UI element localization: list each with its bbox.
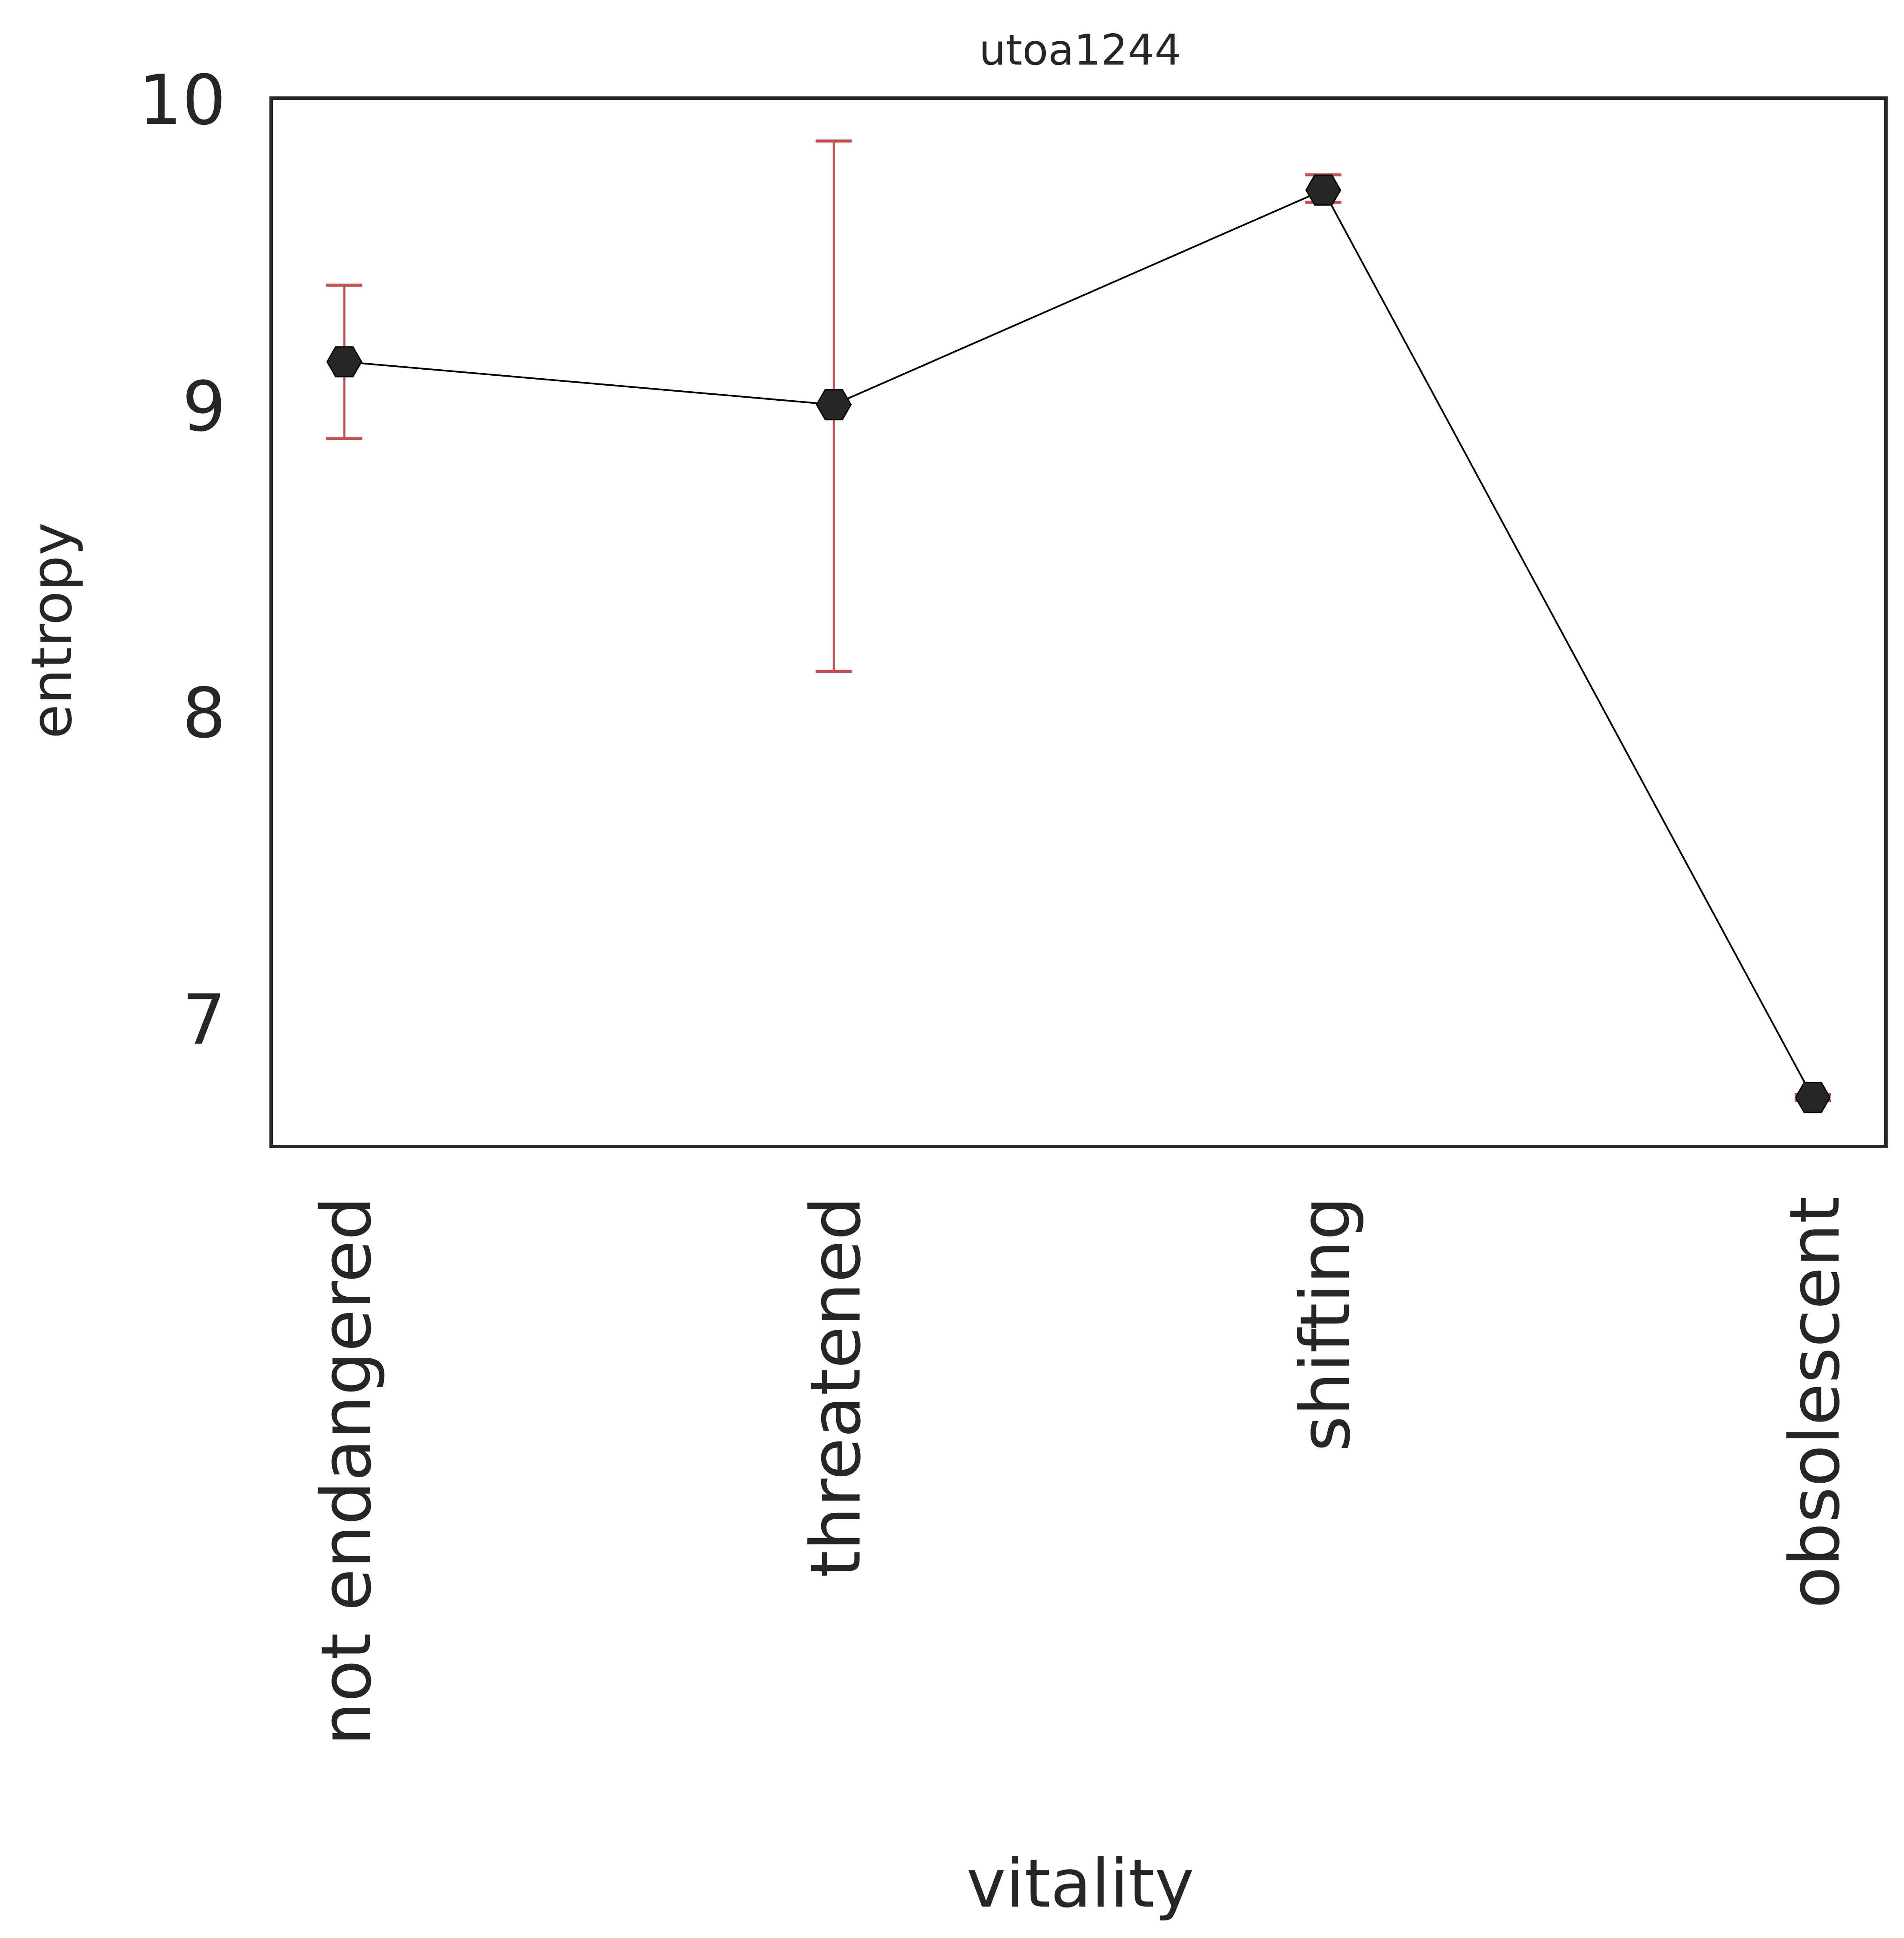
- y-tick-label: 10: [138, 60, 226, 140]
- y-tick-label: 7: [182, 980, 226, 1060]
- data-point: [1795, 1082, 1831, 1113]
- x-tick-label: not endangered: [306, 1196, 386, 1746]
- x-tick-label: shifting: [1285, 1196, 1366, 1452]
- x-axis-label: vitality: [966, 1845, 1194, 1923]
- chart-title: utoa1244: [979, 26, 1181, 75]
- plot-area: [326, 139, 1831, 1113]
- data-point: [326, 346, 362, 377]
- series-line: [344, 189, 1814, 1098]
- x-tick-label: threatened: [795, 1196, 876, 1577]
- y-tick-label: 8: [182, 673, 226, 754]
- x-axis-ticks: not endangered threatened shifting obsolesc…: [306, 1196, 1855, 1746]
- y-axis-ticks: 7 8 9 10: [138, 60, 226, 1060]
- data-point: [816, 389, 852, 420]
- y-tick-label: 9: [182, 366, 226, 447]
- x-tick-label: obsolescent: [1774, 1196, 1855, 1609]
- data-point: [1305, 174, 1341, 206]
- plot-frame: [269, 96, 1888, 1148]
- data-markers: [326, 174, 1831, 1113]
- y-axis-label: entropy: [19, 522, 84, 739]
